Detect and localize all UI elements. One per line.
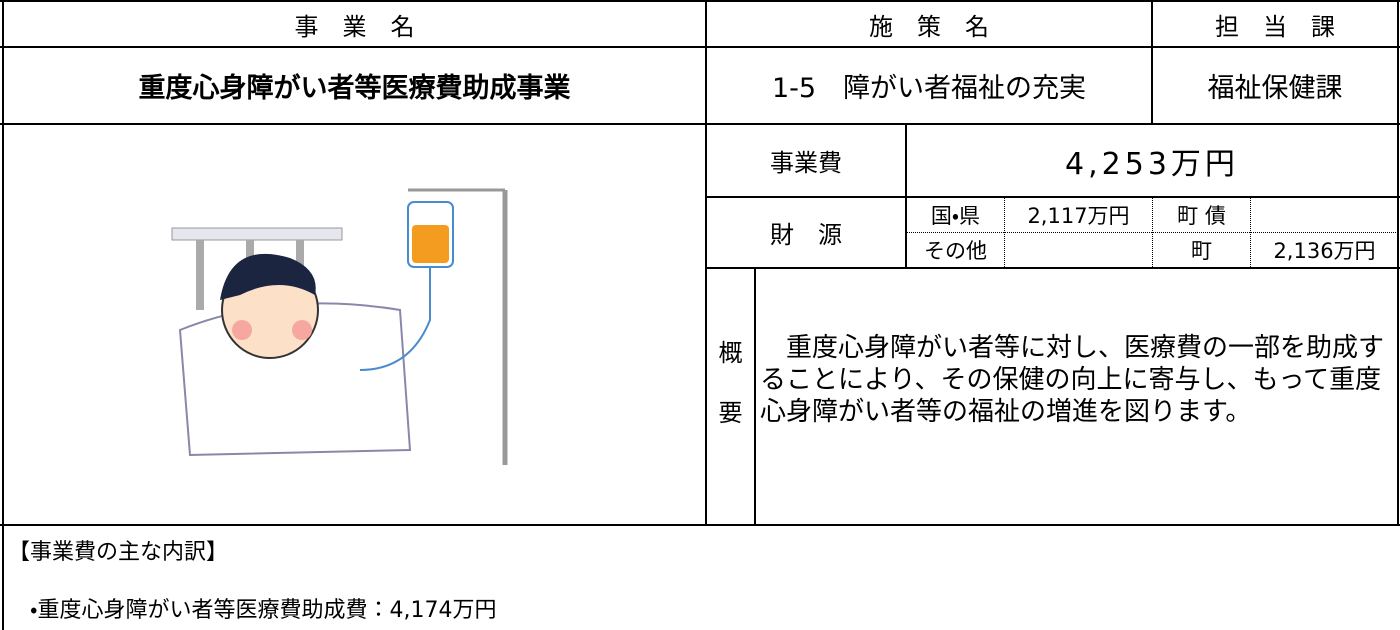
- summary-label: 要: [718, 398, 743, 427]
- cheek: [292, 320, 312, 340]
- dotted-border: [1250, 197, 1251, 267]
- breakdown-item: ・重度心身障がい者等医療費助成費：4,174万円: [30, 598, 497, 623]
- border: [0, 0, 1400, 2]
- border: [1151, 0, 1153, 124]
- breakdown-title: 【事業費の主な内訳】: [8, 540, 229, 565]
- border: [754, 268, 756, 526]
- other-label: その他: [924, 239, 987, 263]
- border: [706, 196, 1400, 198]
- project-name: 重度心身障がい者等医療費助成事業: [138, 73, 571, 104]
- dotted-border: [1152, 197, 1153, 267]
- border: [0, 46, 1400, 48]
- bed-frame: [171, 227, 343, 241]
- iv-fluid: [412, 225, 449, 263]
- cost-value: 4,253万円: [1065, 146, 1239, 182]
- summary-label: 概: [718, 338, 743, 367]
- border: [0, 123, 1400, 125]
- illustration: [171, 188, 508, 465]
- border: [706, 267, 1400, 269]
- header-department: 担 当 課: [1215, 12, 1335, 41]
- town-value: 2,136万円: [1273, 239, 1376, 263]
- hair: [220, 253, 316, 300]
- cheek: [232, 320, 252, 340]
- cost-label: 事業費: [770, 149, 842, 177]
- funding-label: 財 源: [770, 221, 842, 249]
- policy-name: 1-5 障がい者福祉の充実: [771, 73, 1087, 104]
- dotted-border: [1004, 197, 1005, 267]
- department-name: 福祉保健課: [1207, 73, 1343, 104]
- town-label: 町: [1191, 239, 1212, 263]
- summary-text: 重度心身障がい者等に対し、医療費の一部を助成することにより、その保健の向上に寄与…: [760, 333, 1385, 427]
- border: [705, 0, 707, 526]
- border: [1397, 0, 1399, 526]
- iv-tube: [359, 267, 431, 371]
- national-value: 2,117万円: [1027, 204, 1130, 228]
- bond-label: 町 債: [1177, 204, 1226, 228]
- national-label: 国・県: [930, 204, 981, 228]
- header-project: 事 業 名: [294, 12, 415, 41]
- border: [0, 524, 1400, 526]
- header-policy: 施 策 名: [869, 12, 989, 41]
- border: [905, 124, 907, 268]
- border: [2, 0, 4, 630]
